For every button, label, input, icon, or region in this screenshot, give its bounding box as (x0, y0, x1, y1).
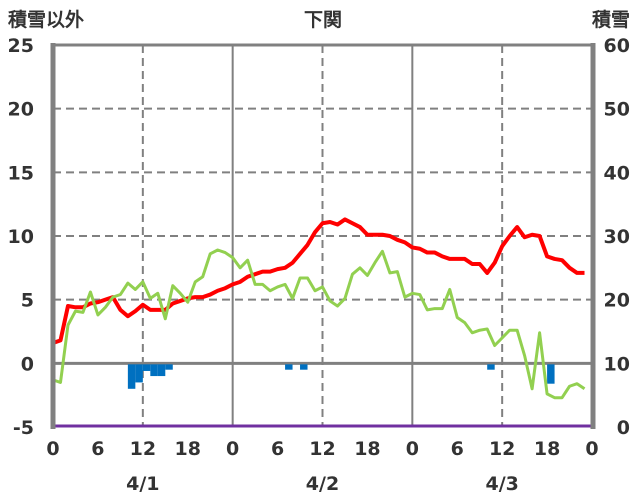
bar (165, 364, 173, 370)
bar (547, 364, 555, 384)
bar (285, 364, 293, 370)
chart-title: 下関 (304, 9, 342, 31)
x-tick-label: 0 (226, 438, 239, 460)
date-label: 4/1 (126, 473, 159, 495)
right-tick-label: 50 (604, 99, 630, 121)
left-tick-label: 10 (8, 226, 34, 248)
right-tick-label: 20 (604, 290, 630, 312)
left-tick-label: 15 (8, 162, 34, 184)
right-tick-label: 10 (604, 353, 630, 375)
bar (157, 364, 166, 377)
x-tick-label: 0 (406, 438, 419, 460)
right-tick-label: 0 (617, 417, 630, 439)
left-tick-label: -5 (13, 417, 34, 439)
x-tick-label: 0 (585, 438, 598, 460)
right-tick-label: 60 (604, 35, 630, 57)
right-axis-label: 積雪 (592, 8, 630, 31)
left-tick-label: 25 (8, 35, 34, 57)
date-label: 4/2 (306, 473, 339, 495)
right-tick-label: 40 (604, 162, 630, 184)
green-line (52, 248, 586, 400)
right-tick-label: 30 (604, 226, 630, 248)
left-tick-label: 0 (21, 353, 34, 375)
left-tick-label: 5 (21, 290, 34, 312)
x-tick-label: 18 (354, 438, 380, 460)
x-tick-label: 6 (91, 438, 104, 460)
bar (300, 364, 308, 370)
x-tick-label: 0 (46, 438, 59, 460)
date-label: 4/3 (485, 473, 518, 495)
left-tick-label: 20 (8, 99, 34, 121)
x-tick-label: 18 (534, 438, 560, 460)
x-tick-label: 12 (489, 438, 515, 460)
x-tick-label: 18 (175, 438, 201, 460)
bar (135, 364, 143, 383)
x-tick-label: 6 (271, 438, 284, 460)
left-axis-label: 積雪以外 (8, 8, 84, 31)
bar (150, 364, 158, 377)
red-line (52, 217, 585, 345)
bar (127, 364, 136, 389)
x-tick-label: 12 (309, 438, 335, 460)
bar (487, 364, 495, 370)
x-tick-label: 6 (451, 438, 464, 460)
bar (142, 364, 151, 371)
x-tick-label: 12 (130, 438, 156, 460)
